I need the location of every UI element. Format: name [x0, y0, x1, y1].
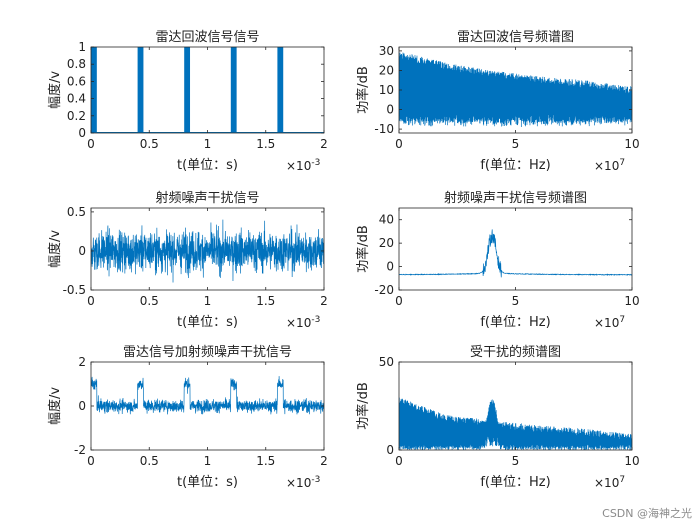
y-tick-label: 20	[379, 236, 394, 250]
chart-title: 受干扰的频谱图	[470, 344, 561, 360]
y-tick-label: -10	[374, 122, 394, 136]
series-radar-echo-time	[91, 47, 324, 133]
echo-pulse	[91, 47, 97, 133]
x-tick-label: 0	[87, 454, 95, 468]
x-tick-label: 1.5	[256, 137, 275, 151]
x-exponent-label: ×10-3	[286, 158, 320, 173]
x-exponent-label: ×10-3	[286, 475, 320, 490]
y-tick-label: 2	[78, 355, 86, 369]
noise-line	[91, 219, 324, 283]
plot-frame	[90, 46, 325, 134]
x-tick-label: 0	[395, 294, 403, 308]
x-tick-label: 10	[624, 294, 639, 308]
series-jammed-spectrum	[399, 397, 632, 450]
series-radar-echo-spectrum	[399, 52, 632, 128]
x-tick-label: 1	[204, 454, 212, 468]
y-tick-label: 30	[379, 44, 394, 58]
y-tick-label: 0	[386, 443, 394, 457]
x-tick-label: 0.5	[140, 137, 159, 151]
chart-title: 射频噪声干扰信号	[155, 190, 259, 206]
y-axis-label: 功率/dB	[355, 225, 371, 273]
y-tick-label: 0	[78, 399, 86, 413]
y-tick-label: 0.2	[67, 109, 86, 123]
combined-line	[91, 376, 324, 415]
chart-title: 射频噪声干扰信号频谱图	[444, 190, 587, 206]
y-tick-label: -0.5	[63, 283, 86, 297]
x-axis-label: t(单位：s)	[177, 475, 238, 490]
x-tick-label: 1.5	[256, 294, 275, 308]
x-tick-label: 0	[395, 454, 403, 468]
x-tick-label: 2	[320, 294, 328, 308]
x-axis-label: f(单位：Hz)	[480, 158, 550, 173]
x-tick-label: 10	[624, 454, 639, 468]
y-tick-label: 0.5	[67, 205, 86, 219]
spectrum-line	[399, 397, 632, 450]
echo-pulse	[277, 47, 284, 133]
y-tick-label: 0	[386, 260, 394, 274]
x-axis-label: f(单位：Hz)	[480, 475, 550, 490]
x-exponent-label: ×107	[594, 315, 625, 330]
chart-rf-noise-time: 0 0.5 1 1.5 2-0.500.5射频噪声干扰信号t(单位：s)幅度/v×10-…	[47, 190, 328, 330]
y-tick-label: -2	[74, 443, 86, 457]
spectrum-line	[399, 229, 632, 278]
x-tick-label: 0	[87, 137, 95, 151]
series-rf-noise-spectrum	[399, 229, 632, 278]
x-axis-label: t(单位：s)	[177, 315, 238, 330]
series-echo-plus-noise-time	[91, 376, 324, 415]
y-tick-label: 50	[379, 355, 394, 369]
chart-title: 雷达信号加射频噪声干扰信号	[123, 344, 292, 360]
y-axis-label: 功率/dB	[355, 382, 371, 430]
x-tick-label: 1	[204, 294, 212, 308]
x-exponent-label: ×107	[594, 475, 625, 490]
y-tick-label: 0.6	[67, 74, 86, 88]
x-tick-label: 1	[204, 137, 212, 151]
x-axis-label: t(单位：s)	[177, 158, 238, 173]
plot-frame	[398, 207, 633, 291]
spectrum-line	[399, 52, 632, 128]
y-tick-label: -20	[374, 283, 394, 297]
csdn-watermark: CSDN @海神之光	[602, 507, 692, 520]
x-tick-label: 2	[320, 137, 328, 151]
x-tick-label: 0.5	[140, 294, 159, 308]
echo-pulse	[184, 47, 191, 133]
y-axis-label: 幅度/v	[47, 71, 63, 109]
y-tick-label: 0.8	[67, 57, 86, 71]
chart-echo-plus-noise-time: 0 0.5 1 1.5 2-202雷达信号加射频噪声干扰信号t(单位：s)幅度/v×10…	[47, 344, 328, 490]
y-tick-label: 1	[78, 40, 86, 54]
x-tick-label: 0	[87, 294, 95, 308]
y-axis-label: 功率/dB	[355, 66, 371, 114]
x-exponent-label: ×107	[594, 158, 625, 173]
echo-pulse	[137, 47, 144, 133]
series-rf-noise-time	[91, 219, 324, 283]
chart-title: 雷达回波信号信号	[155, 30, 259, 45]
y-tick-label: 10	[379, 83, 394, 97]
y-tick-label: 20	[379, 63, 394, 77]
y-tick-label: 0	[78, 126, 86, 140]
x-tick-label: 5	[512, 294, 520, 308]
x-tick-label: 1.5	[256, 454, 275, 468]
y-tick-label: 0	[78, 244, 86, 258]
chart-title: 雷达回波信号频谱图	[457, 30, 574, 45]
y-axis-label: 幅度/v	[47, 230, 63, 268]
x-tick-label: 0.5	[140, 454, 159, 468]
chart-jammed-spectrum: 0 5 10 0 50 受干扰的频谱图 f(单位：Hz) 功率/dB ×107	[355, 344, 640, 490]
x-tick-label: 5	[512, 137, 520, 151]
x-axis-label: f(单位：Hz)	[480, 315, 550, 330]
x-tick-label: 10	[624, 137, 639, 151]
x-exponent-label: ×10-3	[286, 315, 320, 330]
y-tick-label: 0.4	[67, 92, 86, 106]
x-tick-label: 5	[512, 454, 520, 468]
chart-radar-echo-time: 0 0.5 1 1.5 200.20.40.60.81雷达回波信号信号t(单位：s)幅度…	[47, 30, 328, 173]
y-axis-label: 幅度/v	[47, 387, 63, 425]
x-tick-label: 2	[320, 454, 328, 468]
echo-pulse	[230, 47, 237, 133]
x-tick-label: 0	[395, 137, 403, 151]
y-tick-label: 40	[379, 213, 394, 227]
y-tick-label: 0	[386, 103, 394, 117]
